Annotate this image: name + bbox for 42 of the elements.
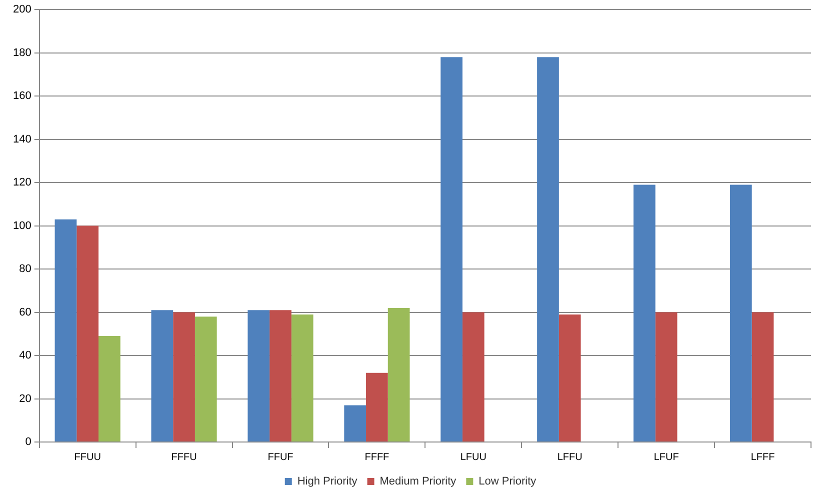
bar xyxy=(558,314,581,442)
y-tick-label: 140 xyxy=(12,133,32,146)
x-tick-label: LFFF xyxy=(750,452,775,463)
bar xyxy=(173,312,195,442)
bar xyxy=(54,219,77,442)
bar xyxy=(344,405,366,442)
y-tick-label: 200 xyxy=(12,4,32,16)
x-tick-label: FFFU xyxy=(171,452,197,463)
bar xyxy=(98,336,120,442)
y-tick-label: 160 xyxy=(12,90,32,102)
y-tick-label: 100 xyxy=(12,220,32,232)
x-tick-label: LFUF xyxy=(654,452,679,463)
x-tick-label: FFUU xyxy=(74,452,101,463)
x-tick-label: LFFU xyxy=(557,452,582,463)
y-tick-label: 120 xyxy=(12,176,32,189)
legend-label: Low Priority xyxy=(478,476,537,488)
bar xyxy=(366,372,388,442)
y-tick-label: 80 xyxy=(19,263,32,276)
x-tick-label: FFUF xyxy=(268,452,294,463)
bar xyxy=(655,312,678,442)
x-tick-label: LFUU xyxy=(460,452,486,463)
bar xyxy=(537,57,559,442)
y-tick-label: 40 xyxy=(19,350,32,362)
legend-label: Medium Priority xyxy=(380,476,457,488)
bar xyxy=(634,184,656,442)
bar xyxy=(388,308,410,442)
bar xyxy=(752,312,774,442)
bar xyxy=(291,314,314,442)
bar xyxy=(151,310,174,442)
bar xyxy=(440,57,462,442)
bar xyxy=(76,226,99,442)
bar xyxy=(270,310,292,442)
x-tick-label: FFFF xyxy=(364,452,390,463)
bar xyxy=(730,184,752,442)
y-tick-label: 20 xyxy=(19,392,32,405)
legend-label: High Priority xyxy=(297,476,358,488)
bar xyxy=(248,310,270,442)
y-tick-label: 180 xyxy=(12,46,32,59)
y-tick-label: 60 xyxy=(19,306,32,318)
bar xyxy=(462,312,484,442)
y-tick-label: 0 xyxy=(25,436,32,448)
bar xyxy=(194,316,217,442)
